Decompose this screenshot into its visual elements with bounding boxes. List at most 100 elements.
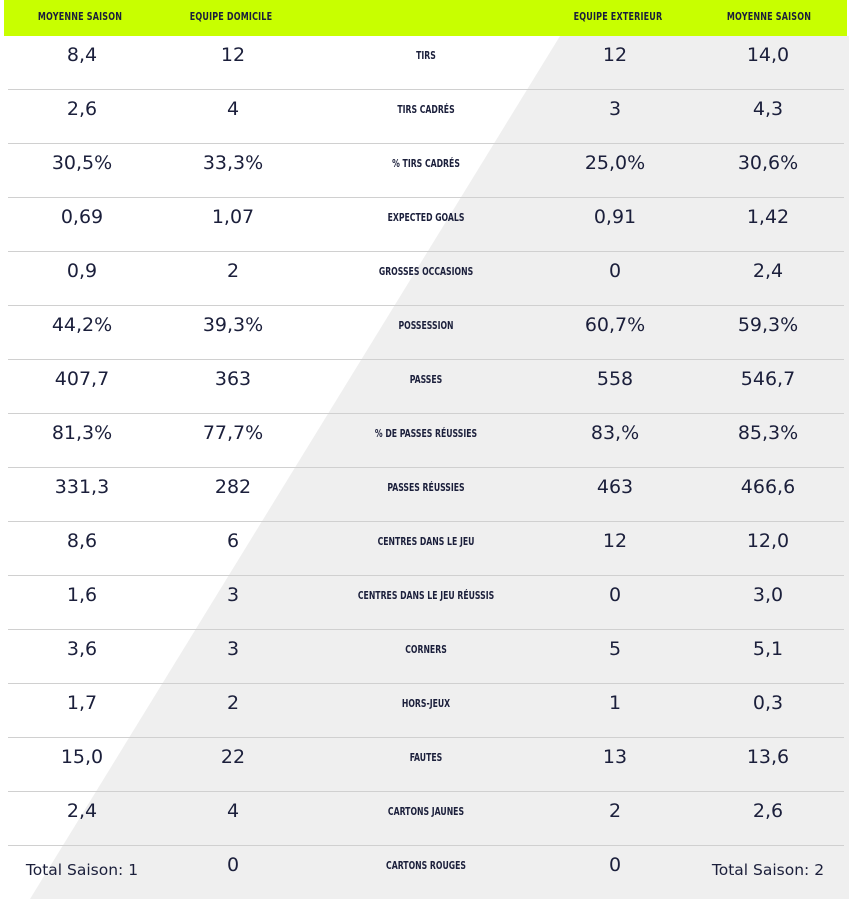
- home-season-avg: 8,4: [66, 44, 98, 66]
- table-row: Total Saison: 1 0 CARTONS ROUGES 0 Total Sai…: [8, 846, 844, 899]
- home-season-avg: 3,6: [66, 638, 98, 660]
- away-season-avg: 59,3%: [737, 314, 799, 336]
- away-value: 0: [608, 584, 622, 606]
- home-value: 2: [226, 692, 240, 714]
- stat-label: TIRS: [416, 50, 436, 62]
- away-value: 1: [608, 692, 622, 714]
- away-season-avg: 2,4: [752, 260, 784, 282]
- home-season-avg: 15,0: [60, 746, 104, 768]
- stat-label: CENTRES DANS LE JEU: [377, 536, 475, 548]
- home-value: 77,7%: [202, 422, 264, 444]
- away-season-avg: 13,6: [746, 746, 790, 768]
- away-value: 13: [602, 746, 628, 768]
- table-row: 0,9 2 GROSSES OCCASIONS 0 2,4: [8, 252, 844, 306]
- header-home-team: EQUIPE DOMICILE: [189, 11, 273, 23]
- home-season-avg: 1,6: [66, 584, 98, 606]
- table-row: 30,5% 33,3% % TIRS CADRÉS 25,0% 30,6%: [8, 144, 844, 198]
- away-value: 2: [608, 800, 622, 822]
- away-season-avg: 0,3: [752, 692, 784, 714]
- stat-label: POSSESSION: [398, 320, 454, 332]
- away-season-avg: 12,0: [746, 530, 790, 552]
- stat-label: EXPECTED GOALS: [387, 212, 465, 224]
- table-row: 15,0 22 FAUTES 13 13,6: [8, 738, 844, 792]
- home-value: 0: [226, 854, 240, 876]
- home-season-avg: Total Saison: 1: [25, 861, 139, 879]
- away-season-avg: 546,7: [740, 368, 796, 390]
- header-away-team: EQUIPE EXTERIEUR: [573, 11, 663, 23]
- home-value: 1,07: [211, 206, 255, 228]
- stat-label: TIRS CADRÉS: [397, 104, 455, 116]
- away-season-avg: 5,1: [752, 638, 784, 660]
- home-value: 39,3%: [202, 314, 264, 336]
- stat-label: % TIRS CADRÉS: [392, 158, 460, 170]
- away-value: 558: [596, 368, 634, 390]
- table-row: 1,6 3 CENTRES DANS LE JEU RÉUSSIS 0 3,0: [8, 576, 844, 630]
- home-season-avg: 2,4: [66, 800, 98, 822]
- table-row: 2,6 4 TIRS CADRÉS 3 4,3: [8, 90, 844, 144]
- away-value: 83,%: [590, 422, 640, 444]
- table-row: 407,7 363 PASSES 558 546,7: [8, 360, 844, 414]
- stat-label: HORS-JEUX: [401, 698, 451, 710]
- table-row: 44,2% 39,3% POSSESSION 60,7% 59,3%: [8, 306, 844, 360]
- home-value: 282: [214, 476, 252, 498]
- away-value: 463: [596, 476, 634, 498]
- home-season-avg: 407,7: [54, 368, 110, 390]
- home-season-avg: 30,5%: [51, 152, 113, 174]
- table-header: MOYENNE SAISON EQUIPE DOMICILE EQUIPE EX…: [4, 0, 847, 36]
- header-away-season-avg: MOYENNE SAISON: [726, 11, 812, 23]
- away-value: 0: [608, 854, 622, 876]
- away-season-avg: 4,3: [752, 98, 784, 120]
- stat-label: % DE PASSES RÉUSSIES: [374, 428, 478, 440]
- away-value: 60,7%: [584, 314, 646, 336]
- home-season-avg: 0,9: [66, 260, 98, 282]
- header-home-season-avg: MOYENNE SAISON: [37, 11, 123, 23]
- home-value: 4: [226, 800, 240, 822]
- stat-label: CORNERS: [405, 644, 447, 656]
- stat-label: GROSSES OCCASIONS: [378, 266, 474, 278]
- away-value: 5: [608, 638, 622, 660]
- table-row: 81,3% 77,7% % DE PASSES RÉUSSIES 83,% 85,3%: [8, 414, 844, 468]
- table-body: 8,4 12 TIRS 12 14,0 2,6 4 TIRS CADRÉS 3 4,3 30,5% 3…: [0, 36, 849, 899]
- stat-label: PASSES RÉUSSIES: [387, 482, 465, 494]
- home-value: 2: [226, 260, 240, 282]
- away-value: 25,0%: [584, 152, 646, 174]
- away-season-avg: 85,3%: [737, 422, 799, 444]
- home-value: 3: [226, 638, 240, 660]
- home-season-avg: 2,6: [66, 98, 98, 120]
- home-value: 12: [220, 44, 246, 66]
- home-season-avg: 331,3: [54, 476, 110, 498]
- away-value: 0: [608, 260, 622, 282]
- table-row: 0,69 1,07 EXPECTED GOALS 0,91 1,42: [8, 198, 844, 252]
- home-value: 22: [220, 746, 246, 768]
- away-value: 12: [602, 44, 628, 66]
- away-season-avg: Total Saison: 2: [711, 861, 825, 879]
- stat-label: CARTONS JAUNES: [387, 806, 465, 818]
- stat-label: FAUTES: [409, 752, 443, 764]
- table-row: 8,4 12 TIRS 12 14,0: [8, 36, 844, 90]
- table-row: 331,3 282 PASSES RÉUSSIES 463 466,6: [8, 468, 844, 522]
- away-season-avg: 2,6: [752, 800, 784, 822]
- away-season-avg: 30,6%: [737, 152, 799, 174]
- table-row: 1,7 2 HORS-JEUX 1 0,3: [8, 684, 844, 738]
- home-season-avg: 1,7: [66, 692, 98, 714]
- stat-label: CARTONS ROUGES: [386, 860, 466, 872]
- away-season-avg: 1,42: [746, 206, 790, 228]
- home-season-avg: 8,6: [66, 530, 98, 552]
- home-season-avg: 44,2%: [51, 314, 113, 336]
- table-row: 2,4 4 CARTONS JAUNES 2 2,6: [8, 792, 844, 846]
- away-value: 0,91: [593, 206, 637, 228]
- home-value: 363: [214, 368, 252, 390]
- away-season-avg: 466,6: [740, 476, 796, 498]
- home-value: 4: [226, 98, 240, 120]
- stat-label: PASSES: [409, 374, 443, 386]
- table-row: 8,6 6 CENTRES DANS LE JEU 12 12,0: [8, 522, 844, 576]
- home-season-avg: 0,69: [60, 206, 104, 228]
- away-value: 12: [602, 530, 628, 552]
- home-value: 6: [226, 530, 240, 552]
- home-season-avg: 81,3%: [51, 422, 113, 444]
- stat-label: CENTRES DANS LE JEU RÉUSSIS: [357, 590, 495, 602]
- away-value: 3: [608, 98, 622, 120]
- away-season-avg: 14,0: [746, 44, 790, 66]
- away-season-avg: 3,0: [752, 584, 784, 606]
